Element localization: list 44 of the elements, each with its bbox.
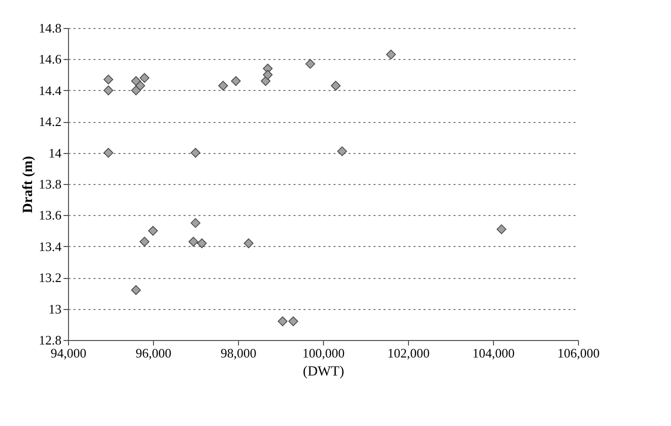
- point: [244, 238, 254, 248]
- y-tick-label: 13.6: [38, 208, 62, 223]
- y-tick-label: 13.4: [38, 238, 62, 254]
- y-tick-label: 13.8: [38, 176, 62, 192]
- point: [288, 316, 298, 326]
- point: [104, 86, 114, 96]
- point: [305, 59, 316, 69]
- point: [190, 148, 200, 158]
- y-tick-label: 14.4: [38, 82, 62, 98]
- point: [496, 224, 506, 234]
- point: [148, 226, 158, 236]
- point: [104, 148, 114, 158]
- y-tick-label: 14.8: [38, 20, 62, 36]
- point: [104, 74, 114, 84]
- y-axis-title: Draft (m): [20, 156, 36, 214]
- point: [386, 50, 396, 60]
- point: [135, 80, 146, 91]
- point: [188, 236, 198, 247]
- x-axis-title: (DWT): [302, 364, 344, 380]
- point: [337, 146, 347, 156]
- y-tick-label: 14.2: [38, 114, 62, 130]
- x-tick-label: 94,000: [50, 346, 86, 360]
- x-tick-label: 102,000: [387, 346, 430, 360]
- point: [278, 316, 288, 326]
- point: [190, 218, 200, 228]
- x-tick-label: 98,000: [220, 346, 256, 360]
- y-tick-label: 14: [48, 145, 62, 160]
- x-tick-label: 96,000: [136, 346, 172, 360]
- point: [218, 80, 228, 91]
- x-tick-label: 104,000: [472, 346, 515, 360]
- point: [197, 238, 207, 248]
- point: [140, 73, 150, 83]
- y-tick-label: 13: [48, 301, 62, 316]
- point: [330, 80, 341, 91]
- point: [231, 76, 241, 86]
- x-tick-label: 106,000: [557, 346, 600, 360]
- y-tick-label: 13.2: [38, 270, 62, 286]
- point: [140, 236, 150, 247]
- point: [131, 76, 141, 86]
- point: [131, 285, 141, 295]
- point: [262, 70, 273, 80]
- y-tick-label: 14.6: [38, 52, 62, 67]
- y-tick-label: 12.8: [38, 332, 62, 348]
- x-tick-label: 100,000: [302, 346, 345, 360]
